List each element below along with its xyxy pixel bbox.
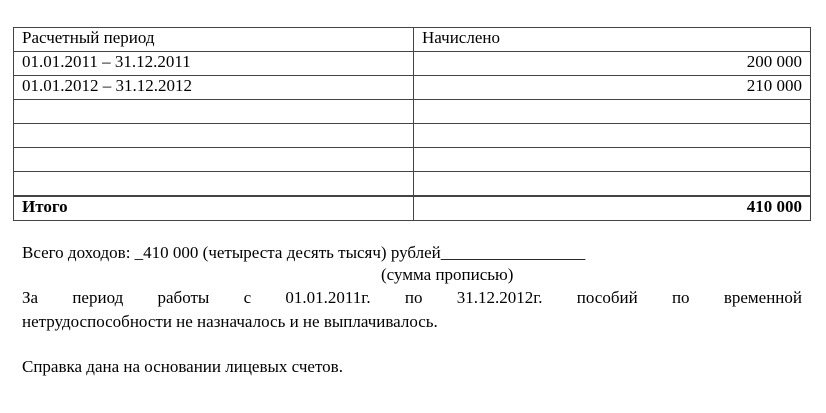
period-cell (13, 171, 414, 197)
header-period: Расчетный период (13, 27, 414, 52)
accruals-table: Расчетный период Начислено 01.01.2011 – … (13, 27, 811, 221)
table-row (13, 171, 811, 197)
income-line: Всего доходов: _410 000 (четыреста десят… (22, 243, 586, 262)
total-value: 410 000 (413, 195, 811, 221)
table-row: 01.01.2011 – 31.12.2011 200 000 (13, 51, 811, 76)
amount-cell (413, 99, 811, 124)
amount-cell (413, 123, 811, 148)
period-cell (13, 99, 414, 124)
amount-cell (413, 147, 811, 172)
table-row (13, 99, 811, 124)
total-label: Итого (13, 195, 414, 221)
table-row (13, 123, 811, 148)
amount-cell: 200 000 (413, 51, 811, 76)
table-row: 01.01.2012 – 31.12.2012 210 000 (13, 75, 811, 100)
period-cell: 01.01.2012 – 31.12.2012 (13, 75, 414, 100)
amount-cell: 210 000 (413, 75, 811, 100)
period-cell (13, 147, 414, 172)
table-header-row: Расчетный период Начислено (13, 27, 811, 52)
paragraph-line-1: За период работы с 01.01.2011г. по 31.12… (22, 288, 802, 307)
amount-cell (413, 171, 811, 197)
total-row: Итого 410 000 (13, 195, 811, 221)
period-cell (13, 123, 414, 148)
period-cell: 01.01.2011 – 31.12.2011 (13, 51, 414, 76)
table-row (13, 147, 811, 172)
paragraph-line-2: нетрудоспособности не назначалось и не в… (22, 312, 438, 331)
income-caption: (сумма прописью) (381, 265, 514, 284)
header-accrued: Начислено (413, 27, 811, 52)
basis-line: Справка дана на основании лицевых счетов… (22, 357, 343, 376)
